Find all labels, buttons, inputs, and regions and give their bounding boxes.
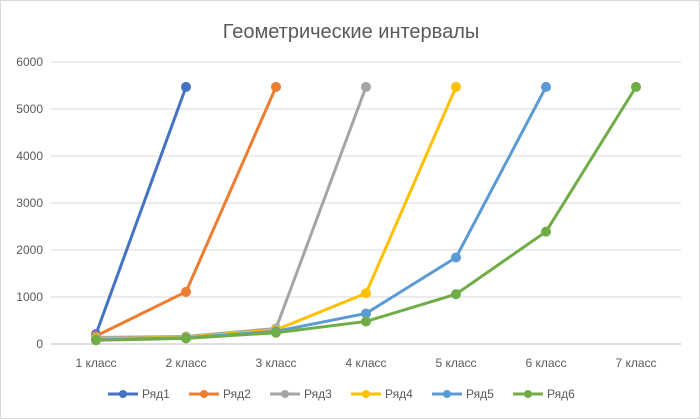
y-axis-tick-labels: 0 1000 2000 3000 4000 5000 6000 <box>16 55 43 351</box>
series-3 <box>91 81 371 343</box>
legend-item: Ряд6 <box>513 387 575 401</box>
data-point <box>451 289 461 300</box>
data-point <box>451 252 461 263</box>
series-4 <box>91 81 461 344</box>
data-point <box>271 327 281 338</box>
x-tick-label: 1 класс <box>75 356 116 370</box>
legend-label: Ряд2 <box>223 387 251 401</box>
legend-item: Ряд3 <box>270 387 332 401</box>
series-1 <box>91 81 191 340</box>
y-tick-label: 1000 <box>16 290 43 304</box>
x-tick-label: 2 класс <box>165 356 206 370</box>
series-line <box>94 85 188 336</box>
legend-swatch-marker <box>524 390 532 398</box>
data-point <box>91 335 101 346</box>
legend-label: Ряд5 <box>466 387 494 401</box>
data-point <box>271 81 281 92</box>
legend-label: Ряд4 <box>385 387 413 401</box>
series-line <box>94 85 278 338</box>
series-6 <box>91 81 641 346</box>
series-line <box>94 85 368 339</box>
legend-swatch-marker <box>362 390 370 398</box>
x-tick-label: 3 класс <box>255 356 296 370</box>
y-tick-label: 0 <box>36 337 43 351</box>
series-line <box>94 85 458 341</box>
chart-title: Геометрические интервалы <box>223 21 480 43</box>
data-point <box>541 226 551 237</box>
x-axis-tick-labels: 1 класс 2 класс 3 класс 4 класс 5 класс 6 кла… <box>75 356 656 370</box>
y-tick-label: 3000 <box>16 196 43 210</box>
legend-swatch-marker <box>200 390 208 398</box>
data-point <box>181 81 191 92</box>
legend: Ряд1 Ряд2 Ряд3 Ряд4 Ряд5 Ряд6 <box>108 387 575 401</box>
data-point <box>361 316 371 327</box>
y-tick-label: 5000 <box>16 102 43 116</box>
series-lines <box>91 81 641 346</box>
legend-label: Ряд6 <box>547 387 575 401</box>
x-tick-label: 4 класс <box>345 356 386 370</box>
legend-item: Ряд5 <box>432 387 494 401</box>
y-tick-label: 6000 <box>16 55 43 69</box>
data-point <box>631 81 641 92</box>
series-2 <box>91 81 281 342</box>
legend-label: Ряд1 <box>142 387 170 401</box>
legend-item: Ряд4 <box>351 387 413 401</box>
legend-swatch-marker <box>119 390 127 398</box>
data-point <box>361 288 371 299</box>
legend-label: Ряд3 <box>304 387 332 401</box>
y-tick-label: 2000 <box>16 243 43 257</box>
x-tick-label: 5 класс <box>435 356 476 370</box>
data-point <box>451 81 461 92</box>
data-point <box>181 286 191 297</box>
x-tick-label: 6 класс <box>525 356 566 370</box>
legend-swatch-marker <box>281 390 289 398</box>
x-tick-label: 7 класс <box>615 356 656 370</box>
data-point <box>181 333 191 344</box>
series-line <box>94 85 638 342</box>
data-point <box>361 81 371 92</box>
legend-item: Ряд2 <box>189 387 251 401</box>
gridlines <box>51 61 681 345</box>
legend-swatch-marker <box>443 390 451 398</box>
data-point <box>541 81 551 92</box>
y-tick-label: 4000 <box>16 149 43 163</box>
legend-item: Ряд1 <box>108 387 170 401</box>
